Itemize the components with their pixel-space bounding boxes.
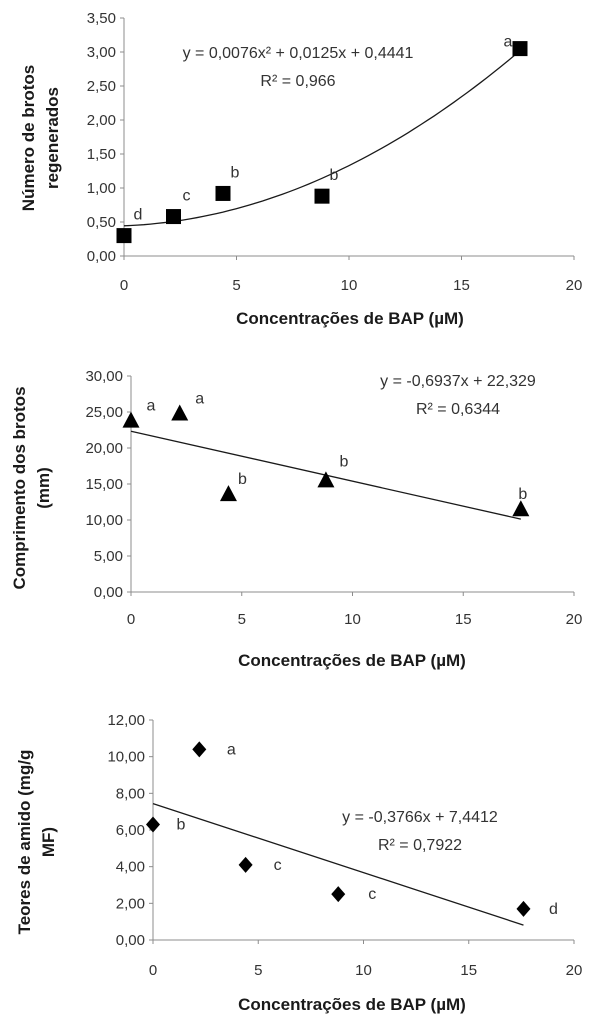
data-point: [331, 886, 346, 903]
y-tick-label: 12,00: [107, 712, 145, 729]
significance-label: b: [518, 486, 527, 503]
r-squared-label: R² = 0,966: [260, 73, 335, 90]
data-point: [146, 816, 160, 833]
y-tick-label: 4,00: [116, 859, 145, 876]
y-tick-label: 0,00: [116, 932, 145, 949]
significance-label: d: [134, 207, 143, 224]
y-tick-label: 8,00: [116, 785, 145, 802]
significance-label: b: [238, 471, 247, 488]
x-axis-title: Concentrações de BAP (µM): [236, 309, 464, 328]
y-tick-label: 20,00: [85, 440, 123, 457]
y-axis-title: Teores de amido (mg/g: [15, 750, 34, 935]
x-tick-label: 0: [120, 277, 128, 294]
x-tick-label: 15: [460, 962, 477, 979]
x-tick-label: 0: [127, 611, 135, 628]
y-axis-title: (mm): [34, 467, 53, 509]
significance-label: a: [504, 34, 513, 51]
y-axis-title: Número de brotos: [19, 65, 38, 211]
significance-label: c: [368, 886, 376, 903]
y-tick-label: 2,50: [87, 78, 116, 95]
r-squared-label: R² = 0,6344: [416, 401, 500, 418]
x-tick-label: 20: [566, 962, 583, 979]
x-tick-label: 10: [341, 277, 358, 294]
x-tick-label: 5: [238, 611, 246, 628]
data-point: [516, 900, 531, 917]
data-point: [219, 485, 237, 502]
x-tick-label: 0: [149, 962, 157, 979]
y-tick-label: 2,00: [87, 112, 116, 129]
y-tick-label: 2,00: [116, 895, 145, 912]
data-point: [512, 41, 528, 57]
significance-label: d: [549, 901, 558, 918]
significance-label: c: [274, 857, 282, 874]
trend-equation: y = -0,6937x + 22,329: [380, 373, 536, 390]
y-tick-label: 15,00: [85, 476, 123, 493]
trendline: [123, 50, 521, 227]
trendline: [152, 802, 524, 926]
x-tick-label: 15: [455, 611, 472, 628]
data-point: [314, 188, 330, 204]
y-tick-label: 3,00: [87, 44, 116, 61]
chart-panel-2: 0,00 5,00 10,00 15,00 20,00 25,00 30,00 0 5 10 15 2…: [10, 368, 582, 670]
y-tick-label: 6,00: [116, 822, 145, 839]
data-point: [317, 471, 335, 488]
y-tick-label: 25,00: [85, 404, 123, 421]
x-tick-label: 10: [355, 962, 372, 979]
data-point: [116, 228, 132, 244]
data-point: [122, 411, 140, 428]
significance-label: b: [339, 453, 348, 470]
significance-label: b: [330, 167, 339, 184]
x-tick-label: 10: [344, 611, 361, 628]
data-point: [166, 209, 181, 225]
r-squared-label: R² = 0,7922: [378, 837, 462, 854]
x-tick-label: 15: [453, 277, 470, 294]
data-point: [238, 856, 253, 873]
y-axis-title: regenerados: [43, 87, 62, 189]
data-point: [171, 404, 189, 421]
y-tick-label: 0,00: [87, 248, 116, 265]
y-axis-title: MF): [39, 827, 58, 857]
x-tick-label: 20: [566, 611, 583, 628]
y-tick-label: 5,00: [94, 548, 123, 565]
y-tick-label: 1,50: [87, 146, 116, 163]
x-axis-title: Concentrações de BAP (µM): [238, 651, 466, 670]
x-axis-title: Concentrações de BAP (µM): [238, 995, 466, 1014]
y-axis-title: Comprimento dos brotos: [10, 386, 29, 589]
data-point: [512, 500, 530, 517]
data-point: [215, 185, 231, 201]
significance-label: b: [231, 164, 240, 181]
significance-label: a: [147, 398, 156, 415]
significance-label: a: [195, 390, 204, 407]
y-tick-label: 1,00: [87, 180, 116, 197]
chart-panel-3: 0,00 2,00 4,00 6,00 8,00 10,00 12,00 0 5 10 15 20 b a…: [15, 712, 582, 1014]
significance-label: b: [177, 817, 186, 834]
y-tick-label: 0,00: [94, 584, 123, 601]
y-tick-label: 3,50: [87, 10, 116, 27]
trend-equation: y = 0,0076x² + 0,0125x + 0,4441: [183, 45, 414, 62]
trend-equation: y = -0,3766x + 7,4412: [342, 809, 498, 826]
y-tick-label: 0,50: [87, 214, 116, 231]
y-tick-label: 30,00: [85, 368, 123, 385]
data-point: [192, 741, 207, 758]
x-tick-label: 5: [232, 277, 240, 294]
x-tick-label: 20: [566, 277, 583, 294]
x-tick-label: 5: [254, 962, 262, 979]
significance-label: c: [183, 188, 191, 205]
y-tick-label: 10,00: [85, 512, 123, 529]
y-tick-label: 10,00: [107, 749, 145, 766]
chart-panel-1: 0,00 0,50 1,00 1,50 2,00 2,50 3,00 3,50 0 5 10 15 20…: [19, 10, 582, 328]
significance-label: a: [227, 741, 236, 758]
